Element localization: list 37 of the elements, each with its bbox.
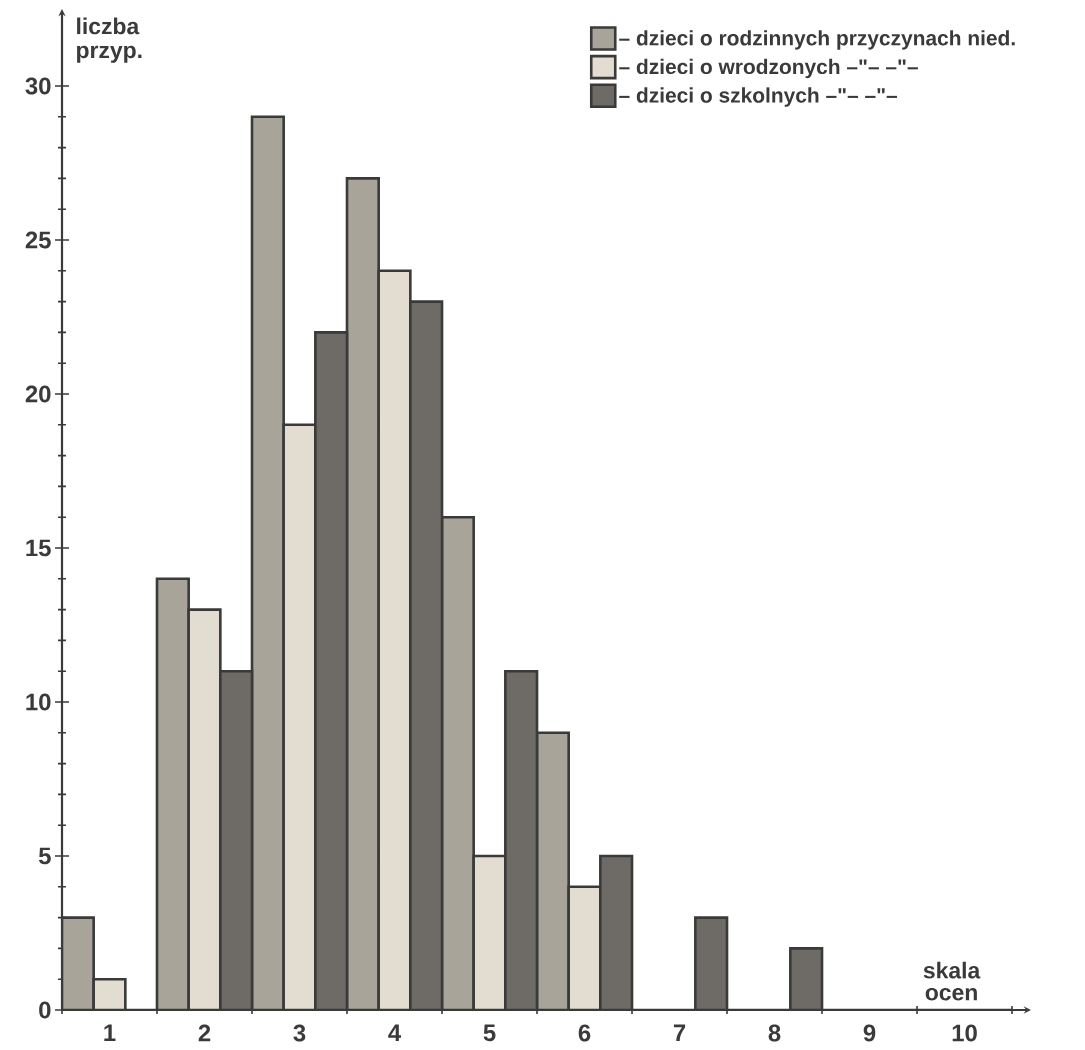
x-tick-label: 9: [863, 1024, 876, 1042]
x-tick-label: 7: [673, 1024, 686, 1041]
x-tick-label: 10: [952, 1024, 977, 1042]
y-tick-label: 15: [26, 539, 51, 557]
bar: [567, 885, 602, 1010]
y-axis-title: liczba przyp.: [77, 17, 142, 63]
bar: [440, 515, 475, 1010]
y-tick-label: 0: [39, 1001, 51, 1019]
bar: [282, 423, 317, 1010]
x-tick-label: 5: [483, 1024, 496, 1042]
y-tick-label: 30: [25, 77, 51, 95]
bar: [504, 669, 539, 1010]
bar: [377, 269, 412, 1010]
y-tick-label: 25: [25, 231, 51, 249]
bar: [409, 300, 444, 1010]
legend-label: – dzieci o wrodzonych –"– –"–: [619, 58, 918, 79]
bar: [535, 731, 570, 1010]
bar: [345, 177, 380, 1010]
legend-label: – dzieci o rodzinnych przyczynach nied.: [619, 30, 1015, 50]
x-axis-title: skala ocen: [923, 961, 981, 1001]
y-tick-label: 10: [26, 693, 51, 711]
bar: [187, 608, 222, 1010]
bar: [472, 854, 507, 1010]
legend-label: – dzieci o szkolnych –"– –"–: [619, 87, 898, 107]
y-tick-label: 5: [38, 847, 51, 865]
x-tick-label: 4: [388, 1024, 402, 1041]
bar: [314, 331, 349, 1010]
bar: [219, 669, 254, 1010]
x-tick-label: 2: [198, 1024, 211, 1042]
bar: [250, 115, 285, 1010]
x-tick-label: 8: [768, 1024, 781, 1042]
bar: [155, 577, 190, 1010]
x-tick-label: 6: [578, 1024, 591, 1042]
bar: [599, 854, 634, 1010]
y-tick-label: 20: [25, 385, 51, 403]
x-tick-label: 1: [104, 1024, 116, 1041]
x-tick-label: 3: [293, 1024, 306, 1042]
